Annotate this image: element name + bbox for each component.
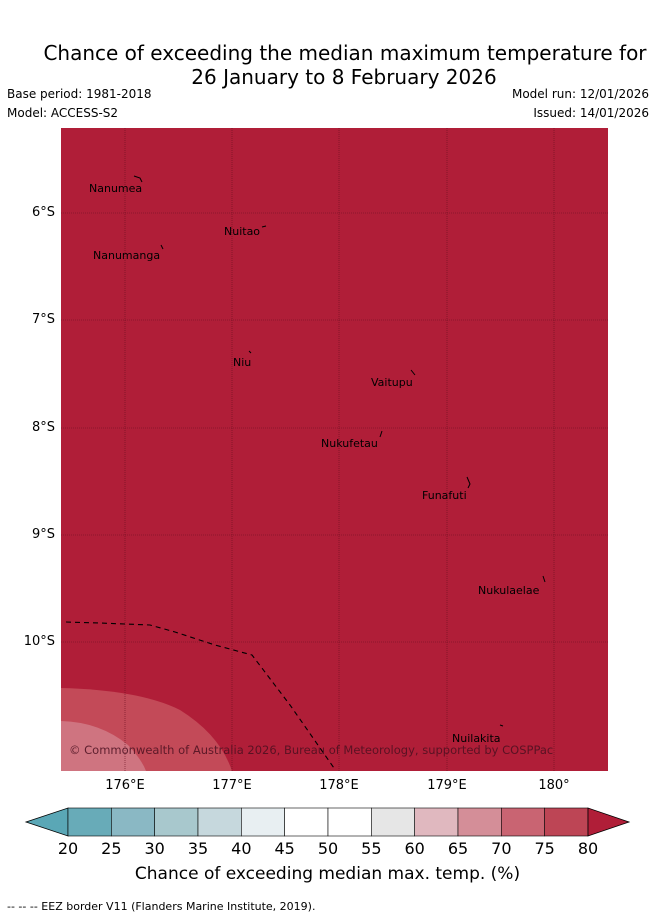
place-label-nuitao: Nuitao [224,225,260,238]
chart-title-line1: Chance of exceeding the median maximum t… [43,41,647,65]
colorbar [24,807,631,837]
place-label-nuilakita: Nuilakita [452,732,501,745]
colorbar-tick: 80 [577,839,599,858]
lon-label-179e: 179°E [427,778,467,793]
lat-label-9s: 9°S [31,527,55,542]
lat-label-8s: 8°S [31,420,55,435]
colorbar-under-arrow [24,807,69,837]
colorbar-tick: 40 [231,839,252,858]
colorbar-tick: 45 [274,839,295,858]
copyright-notice: © Commonwealth of Australia 2026, Bureau… [69,743,553,757]
colorbar-segment [284,807,329,837]
colorbar-tick: 30 [144,839,165,858]
colorbar-tick: 70 [491,839,512,858]
lat-label-7s: 7°S [31,312,55,327]
model-name: Model: ACCESS-S2 [7,106,119,120]
map-background [61,128,608,771]
colorbar-over-arrow [587,807,631,837]
place-label-funafuti: Funafuti [422,489,467,502]
colorbar-segment [457,807,502,837]
chart-title-line2: 26 January to 8 February 2026 [191,65,497,89]
colorbar-segment [67,807,112,837]
colorbar-segment [371,807,415,837]
colorbar-tick: 75 [534,839,555,858]
lon-label-178e: 178°E [319,778,359,793]
colorbar-tick: 60 [404,839,425,858]
lon-label-176e: 176°E [105,778,145,793]
colorbar-segment [197,807,242,837]
base-period: Base period: 1981-2018 [7,87,152,101]
lon-label-177e: 177°E [212,778,252,793]
place-label-niu: Niu [233,356,251,369]
issued-date: Issued: 14/01/2026 [533,106,649,120]
colorbar-tick: 50 [317,839,339,858]
place-label-nukufetau: Nukufetau [321,437,378,450]
place-label-nanumea: Nanumea [89,182,142,195]
colorbar-label: Chance of exceeding median max. temp. (%… [134,864,521,884]
colorbar-tick: 55 [361,839,382,858]
colorbar-segment [501,807,545,837]
eez-legend-footer: -- -- -- EEZ border V11 (Flanders Marine… [7,900,316,913]
place-label-nanumanga: Nanumanga [93,249,160,262]
lat-label-6s: 6°S [31,205,55,220]
colorbar-segment [241,807,285,837]
place-label-vaitupu: Vaitupu [371,376,413,389]
colorbar-tick: 25 [101,839,122,858]
colorbar-tick: 20 [57,839,79,858]
colorbar-tick: 35 [187,839,209,858]
colorbar-segment [544,807,589,837]
colorbar-segment [154,807,199,837]
island-outlines [133,175,546,727]
colorbar-segment [111,807,155,837]
model-run: Model run: 12/01/2026 [511,87,649,101]
colorbar-tick: 65 [447,839,469,858]
lat-label-10s: 10°S [23,634,55,649]
place-label-nukulaelae: Nukulaelae [478,584,540,597]
colorbar-segment [327,807,372,837]
colorbar-segment [414,807,459,837]
lon-label-180: 180° [538,778,570,793]
